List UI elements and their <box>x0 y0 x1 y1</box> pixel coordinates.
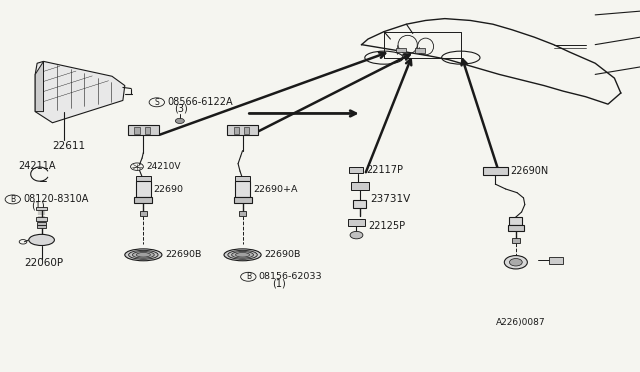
Bar <box>396 48 406 52</box>
Bar <box>140 211 147 216</box>
Text: 22117P: 22117P <box>366 165 403 175</box>
Bar <box>37 222 46 225</box>
Ellipse shape <box>136 253 150 257</box>
Bar <box>351 182 369 190</box>
Bar <box>348 219 365 226</box>
Bar <box>483 167 508 175</box>
Text: 08120-8310A: 08120-8310A <box>23 195 88 204</box>
Text: 22611: 22611 <box>52 141 86 151</box>
Ellipse shape <box>224 249 261 261</box>
Bar <box>145 127 150 134</box>
Bar <box>227 125 258 135</box>
Bar <box>235 181 250 197</box>
Bar <box>136 176 151 182</box>
Text: 08156-62033: 08156-62033 <box>259 272 322 281</box>
Bar <box>512 238 520 243</box>
Text: 24211A: 24211A <box>18 161 56 170</box>
Bar <box>349 167 363 173</box>
Bar <box>128 125 159 135</box>
Polygon shape <box>35 61 44 112</box>
Ellipse shape <box>228 250 257 259</box>
Text: (1): (1) <box>31 201 44 211</box>
Bar <box>37 225 46 228</box>
Bar <box>239 211 246 216</box>
Text: A226)0087: A226)0087 <box>496 318 546 327</box>
Bar <box>508 225 524 231</box>
Text: 22690B: 22690B <box>165 250 202 259</box>
Bar <box>244 127 249 134</box>
Ellipse shape <box>29 234 54 246</box>
Bar <box>134 197 152 203</box>
Text: 24210V: 24210V <box>146 162 180 171</box>
Text: 08566-6122A: 08566-6122A <box>168 97 234 107</box>
Circle shape <box>350 231 363 239</box>
Text: S: S <box>154 98 159 107</box>
Ellipse shape <box>232 251 253 258</box>
Text: (1): (1) <box>272 279 285 288</box>
Circle shape <box>175 118 184 124</box>
Bar <box>353 200 366 208</box>
Circle shape <box>504 256 527 269</box>
Text: B: B <box>10 195 15 204</box>
Bar <box>234 197 252 203</box>
Bar <box>134 127 140 134</box>
Text: 22690N: 22690N <box>511 166 549 176</box>
Text: 22060P: 22060P <box>24 259 63 268</box>
Bar <box>36 207 47 210</box>
Text: 22690B: 22690B <box>264 250 301 259</box>
Ellipse shape <box>129 250 158 259</box>
Bar <box>415 48 425 53</box>
Text: (3): (3) <box>174 104 188 114</box>
Text: 22690: 22690 <box>154 185 184 194</box>
Circle shape <box>509 259 522 266</box>
Ellipse shape <box>236 253 250 257</box>
Bar <box>509 217 522 225</box>
Ellipse shape <box>132 251 154 258</box>
Polygon shape <box>35 61 125 123</box>
Text: 22690+A: 22690+A <box>253 185 298 194</box>
Bar <box>36 217 47 221</box>
Text: 23731V: 23731V <box>370 194 410 204</box>
Bar <box>136 181 151 197</box>
Bar <box>234 127 239 134</box>
Bar <box>235 176 250 182</box>
Bar <box>549 257 563 264</box>
Text: B: B <box>246 272 251 281</box>
Ellipse shape <box>125 249 162 261</box>
Text: 22125P: 22125P <box>369 221 406 231</box>
